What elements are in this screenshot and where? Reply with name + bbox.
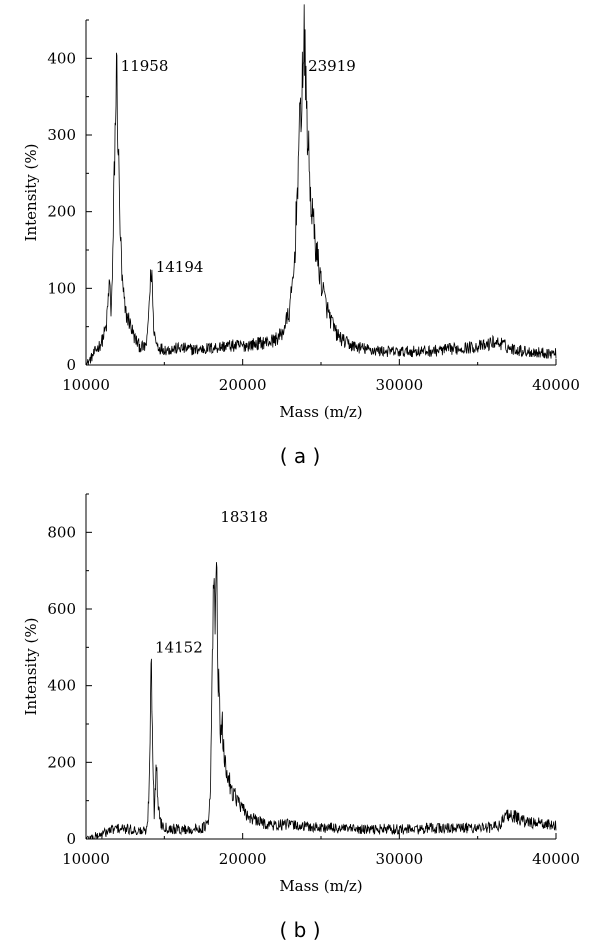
y-axis-label: Intensity (%) [22, 144, 40, 242]
y-tick-label: 0 [66, 830, 76, 848]
panel-b: 0 200 400 600 800 10000 20000 30000 40000 Mass (m… [0, 474, 600, 948]
x-tick-label: 40000 [532, 376, 580, 394]
peak-label: 11958 [121, 57, 169, 75]
y-tick-label: 100 [47, 279, 76, 297]
x-tick-label: 10000 [62, 376, 110, 394]
x-tick-label: 30000 [375, 376, 423, 394]
spectrum-chart-a: 0 100 200 300 400 10000 20000 30000 40000 Mass (m… [22, 4, 580, 421]
peak-label: 23919 [308, 57, 356, 75]
y-tick-label: 400 [47, 677, 76, 695]
spectrum-chart-b: 0 200 400 600 800 10000 20000 30000 40000 Mass (m… [22, 493, 580, 895]
peak-label: 14194 [156, 258, 204, 276]
y-tick-label: 200 [47, 203, 76, 221]
x-tick-label: 20000 [219, 376, 267, 394]
peak-label: 18318 [220, 508, 268, 526]
peak-label: 14152 [155, 638, 203, 656]
caption-b: ( b ) [279, 918, 321, 942]
y-tick-label: 800 [47, 523, 76, 541]
panel-a: 0 100 200 300 400 10000 20000 30000 40000 Mass (m… [22, 4, 580, 468]
y-tick-label: 400 [47, 49, 76, 67]
y-tick-label: 0 [66, 356, 76, 374]
x-axis-label: Mass (m/z) [279, 877, 362, 895]
x-axis-label: Mass (m/z) [279, 403, 362, 421]
x-tick-label: 20000 [219, 850, 267, 868]
y-tick-label: 300 [47, 126, 76, 144]
spectrum-series-line [85, 562, 557, 840]
x-tick-label: 40000 [532, 850, 580, 868]
x-tick-label: 10000 [62, 850, 110, 868]
x-tick-label: 30000 [375, 850, 423, 868]
y-tick-label: 200 [47, 753, 76, 771]
spectrum-series-line [86, 4, 557, 366]
y-axis-label: Intensity (%) [22, 618, 40, 716]
y-tick-label: 600 [47, 600, 76, 618]
caption-a: ( a ) [279, 444, 321, 468]
